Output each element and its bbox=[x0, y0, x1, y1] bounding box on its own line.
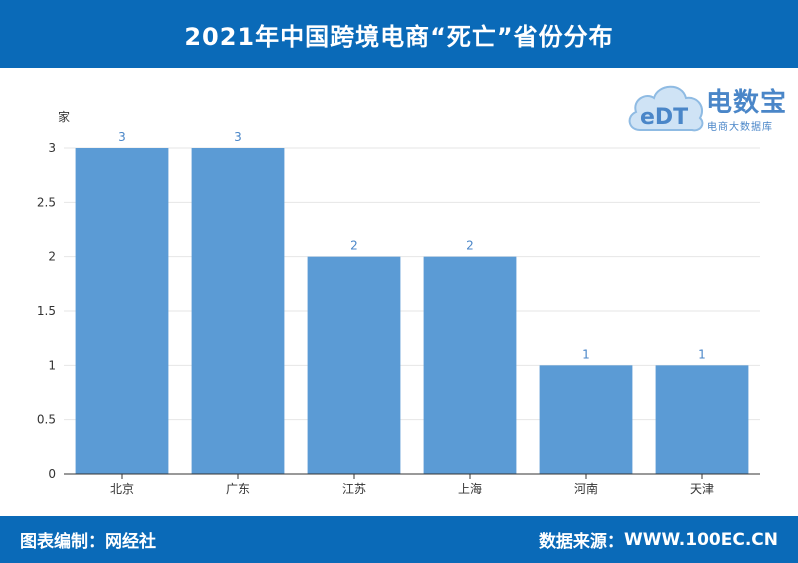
footer-bar: 图表编制： 网经社 数据来源： WWW.100EC.CN bbox=[0, 516, 798, 563]
footer-source-label: 数据来源： bbox=[538, 532, 624, 552]
bar bbox=[75, 148, 169, 474]
x-tick-label: 上海 bbox=[458, 481, 482, 496]
x-tick-label: 江苏 bbox=[342, 482, 366, 496]
bar bbox=[423, 256, 517, 474]
x-tick-label: 北京 bbox=[110, 482, 134, 496]
bar-chart: 0 0.5 1 1.5 2 2.5 3 3 3 2 2 1 1 北京 广东 江苏 上海 河南 天津 家 bbox=[37, 109, 760, 496]
y-tick-label: 0.5 bbox=[37, 413, 56, 427]
y-tick-label: 2.5 bbox=[37, 195, 56, 209]
x-tick-label: 河南 bbox=[574, 481, 598, 496]
bar bbox=[191, 148, 285, 474]
y-tick-label: 1.5 bbox=[37, 304, 56, 318]
footer-source: 数据来源： WWW.100EC.CN bbox=[538, 527, 778, 553]
chart-title: 2021年中国跨境电商“死亡”省份分布 bbox=[184, 22, 614, 51]
y-axis-ticks: 0 0.5 1 1.5 2 2.5 3 bbox=[37, 141, 56, 481]
bar bbox=[539, 365, 633, 474]
footer-editor-label: 图表编制： bbox=[20, 532, 105, 552]
grid-lines bbox=[64, 147, 760, 421]
footer-editor-name: 网经社 bbox=[105, 532, 156, 552]
y-tick-label: 3 bbox=[48, 141, 56, 155]
bar-value-label: 1 bbox=[698, 347, 706, 361]
y-tick-label: 0 bbox=[48, 467, 56, 481]
cloud-logo-icon: eDT bbox=[628, 85, 704, 132]
bar-value-label: 3 bbox=[118, 130, 126, 144]
bar-value-label: 2 bbox=[350, 239, 358, 253]
bar-value-label: 1 bbox=[582, 347, 590, 361]
logo-title: 电数宝 bbox=[706, 88, 788, 118]
y-tick-label: 2 bbox=[48, 250, 56, 264]
bar bbox=[655, 365, 749, 474]
y-tick-label: 1 bbox=[48, 358, 56, 372]
x-tick-label: 广东 bbox=[226, 482, 250, 496]
bar-series bbox=[75, 148, 749, 474]
chart-title-banner: 2021年中国跨境电商“死亡”省份分布 bbox=[0, 0, 798, 68]
brand-logo: eDT 电数宝 电商大数据库 bbox=[626, 72, 794, 136]
x-tick-label: 天津 bbox=[690, 482, 714, 496]
logo-subtitle: 电商大数据库 bbox=[707, 122, 773, 133]
footer-source-url: WWW.100EC.CN bbox=[623, 529, 778, 550]
bar bbox=[307, 256, 401, 474]
bar-value-label: 3 bbox=[234, 130, 242, 144]
bar-value-label: 2 bbox=[466, 239, 474, 253]
footer-editor: 图表编制： 网经社 bbox=[20, 527, 156, 552]
x-axis-ticks: 北京 广东 江苏 上海 河南 天津 bbox=[110, 474, 714, 496]
value-labels: 3 3 2 2 1 1 bbox=[118, 130, 706, 361]
y-axis-unit-label: 家 bbox=[58, 109, 70, 124]
logo-mark-text: eDT bbox=[640, 105, 688, 130]
